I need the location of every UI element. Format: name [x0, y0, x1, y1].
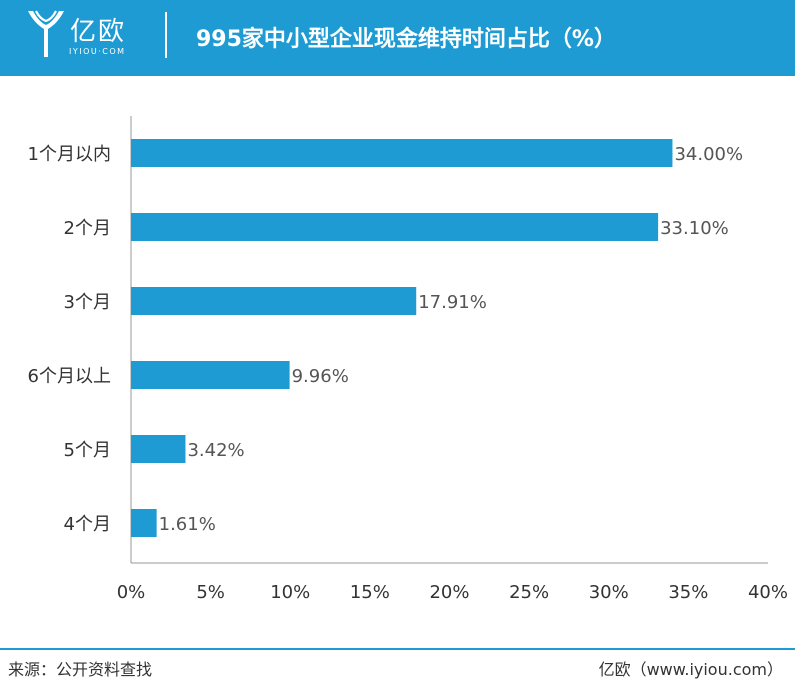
data-label: 33.10% [660, 218, 729, 239]
bar [131, 139, 673, 167]
logo-domain: IYIOU·COM [69, 47, 126, 56]
category-label: 6个月以上 [28, 366, 111, 387]
x-tick-label: 5% [196, 582, 225, 603]
header-bar: 亿欧 IYIOU·COM 995家中小型企业现金维持时间占比（%） [0, 0, 795, 76]
x-tick-label: 25% [509, 582, 549, 603]
category-label: 2个月 [64, 218, 111, 239]
category-label: 4个月 [64, 514, 111, 535]
source-note: 来源：公开资料查找 [8, 660, 153, 679]
data-label: 17.91% [418, 292, 487, 313]
bar-chart: 1个月以内 34.00% 2个月 33.10% 3个月 17.91% 6个月以上 9.96% 5… [28, 116, 788, 603]
data-label: 34.00% [674, 144, 743, 165]
category-label: 5个月 [64, 440, 111, 461]
x-tick-label: 20% [429, 582, 469, 603]
logo-y-icon [28, 10, 64, 57]
x-tick-label: 35% [668, 582, 708, 603]
bar [131, 361, 290, 389]
data-label: 1.61% [159, 514, 216, 535]
footer-rule [0, 648, 795, 650]
x-tick-label: 15% [350, 582, 390, 603]
data-label: 3.42% [187, 440, 244, 461]
x-tick-label: 40% [748, 582, 788, 603]
credit-note: 亿欧（www.iyiou.com） [598, 660, 783, 679]
data-label: 9.96% [292, 366, 349, 387]
x-tick-label: 10% [270, 582, 310, 603]
category-label: 3个月 [64, 292, 111, 313]
x-tick-label: 0% [117, 582, 146, 603]
bar [131, 435, 186, 463]
header-divider [165, 12, 167, 58]
logo-wordmark: 亿欧 [70, 17, 127, 47]
x-tick-label: 30% [589, 582, 629, 603]
bar [131, 509, 157, 537]
logo: 亿欧 IYIOU·COM [26, 9, 166, 61]
chart-title: 995家中小型企业现金维持时间占比（%） [196, 27, 616, 52]
bar [131, 213, 659, 241]
category-label: 1个月以内 [28, 144, 111, 165]
bar [131, 287, 417, 315]
